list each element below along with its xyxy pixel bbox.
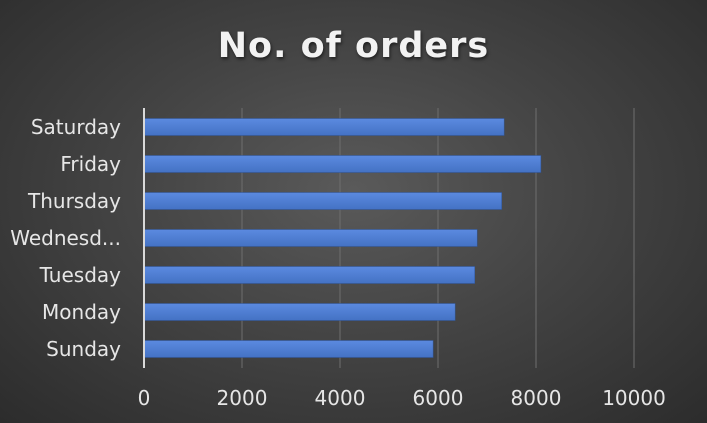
category-label: Thursday [27,189,121,213]
x-tick-label: 6000 [413,386,464,410]
chart-title: No. of orders [217,26,490,66]
category-label: Monday [42,300,121,324]
bar-thursday [143,192,502,210]
category-label: Tuesday [39,263,122,287]
bar-friday [143,155,542,173]
bar-wednesd [143,229,478,247]
bar-saturday [143,118,505,136]
x-tick-labels: 0 2000 4000 6000 8000 10000 [138,386,666,410]
x-tick-label: 2000 [217,386,268,410]
x-tick-label: 8000 [511,386,562,410]
x-tick-label: 0 [138,386,151,410]
bars [143,118,542,358]
category-label: Friday [60,152,121,176]
category-label: Sunday [46,337,121,361]
x-tick-label: 10000 [602,386,666,410]
bar-tuesday [143,266,475,284]
category-label: Wednesd... [10,226,121,250]
category-label: Saturday [31,115,121,139]
category-labels: Sunday Monday Tuesday Wednesd... Thursday Fri… [10,115,121,361]
bar-monday [143,303,456,321]
bar-sunday [143,340,434,358]
x-tick-label: 4000 [315,386,366,410]
